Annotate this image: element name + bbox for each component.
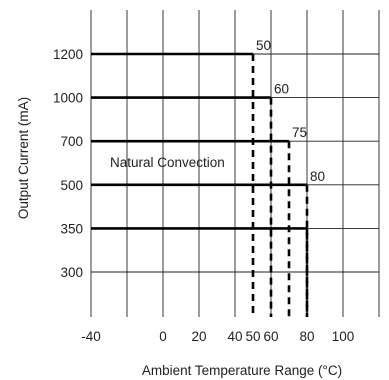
x-tick-label-4: 50 <box>245 329 260 344</box>
y-tick-label-2: 500 <box>60 178 83 193</box>
plot-area <box>91 52 309 317</box>
x-tick-label-1: 0 <box>159 329 167 344</box>
x-tick-label-5: 60 <box>263 329 278 344</box>
y-axis-title: Output Current (mA) <box>16 97 31 219</box>
series-label-2: 75 <box>292 125 307 140</box>
y-tick-label-0: 300 <box>60 265 83 280</box>
series-label-3: 80 <box>310 169 325 184</box>
x-axis-title: Ambient Temperature Range (°C) <box>142 363 342 378</box>
x-tick-label-7: 100 <box>332 329 355 344</box>
y-tick-label-4: 1000 <box>53 91 83 106</box>
x-tick-label-0: -40 <box>81 329 101 344</box>
y-tick-label-1: 350 <box>60 221 83 236</box>
x-tick-label-2: 20 <box>191 329 206 344</box>
y-tick-label-3: 700 <box>60 134 83 149</box>
series-label-1: 60 <box>274 82 289 97</box>
series-label-0: 50 <box>256 38 271 53</box>
x-tick-label-3: 40 <box>227 329 242 344</box>
x-tick-label-6: 80 <box>299 329 314 344</box>
y-tick-label-5: 1200 <box>53 47 83 62</box>
natural-convection-annotation: Natural Convection <box>110 155 225 170</box>
